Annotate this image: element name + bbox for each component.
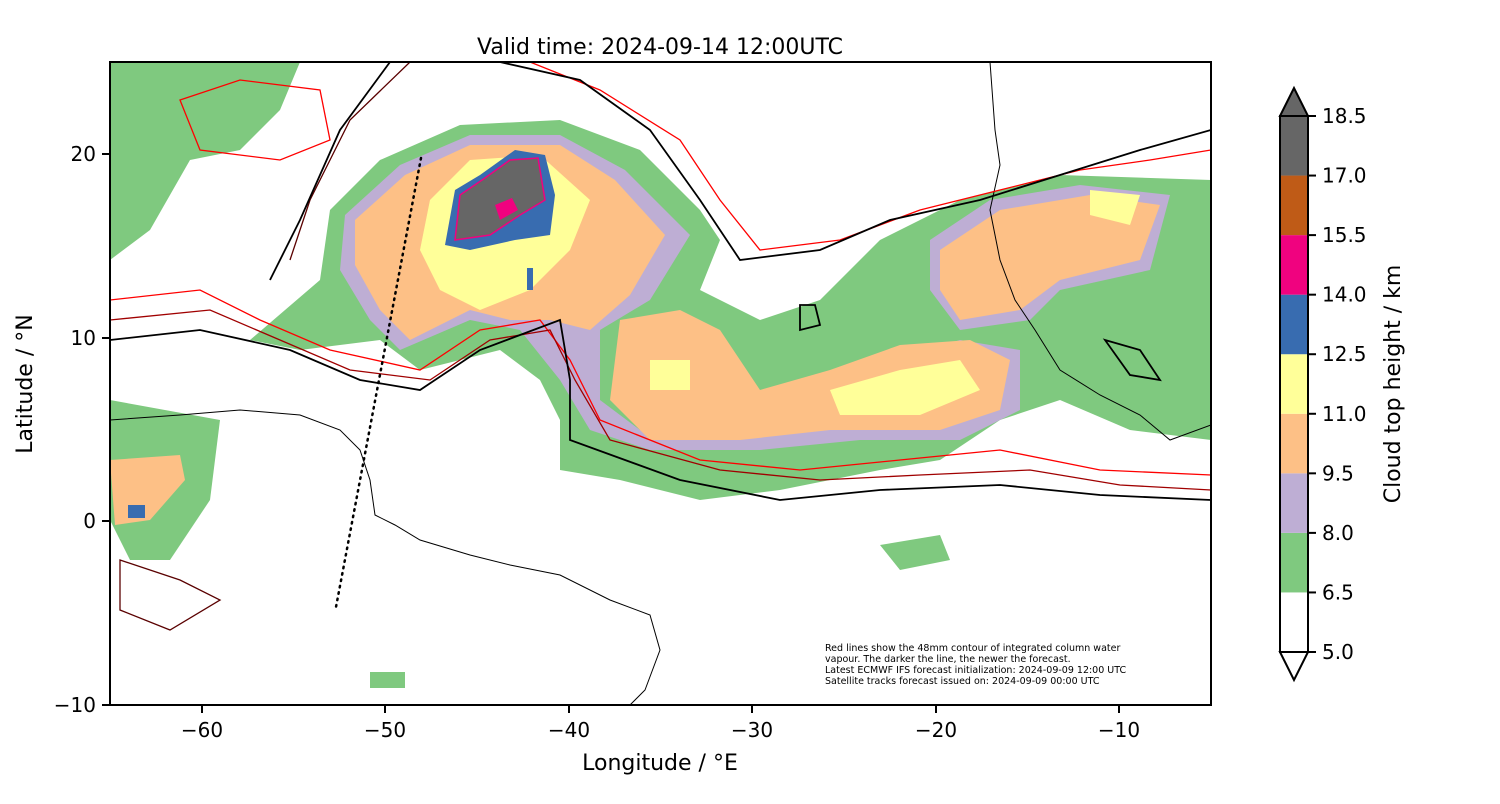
y-axis-label: Latitude / °N bbox=[13, 314, 38, 453]
y-tick-label: 0 bbox=[83, 509, 96, 533]
colorbar-tick-label: 9.5 bbox=[1322, 461, 1354, 485]
satellite-track bbox=[334, 156, 423, 609]
coastline-africa bbox=[989, 62, 1211, 441]
colorbar-label: Cloud top height / km bbox=[1381, 265, 1406, 504]
map-area bbox=[110, 62, 1211, 705]
colorbar-tick-label: 18.5 bbox=[1322, 104, 1367, 128]
y-axis: −10 0 10 20 Latitude / °N bbox=[13, 142, 110, 717]
plot-frame bbox=[109, 61, 1212, 706]
colorbar-tick-label: 14.0 bbox=[1322, 283, 1367, 307]
x-axis-label: Longitude / °E bbox=[582, 751, 738, 776]
colorbar-segment bbox=[1280, 294, 1308, 355]
colorbar-tick-label: 15.5 bbox=[1322, 223, 1367, 247]
colorbar-tick-label: 17.0 bbox=[1322, 164, 1367, 188]
colorbar-segment bbox=[1280, 175, 1308, 236]
colorbar-segment bbox=[1280, 473, 1308, 533]
x-tick-label: −30 bbox=[731, 718, 773, 742]
colorbar-tick-label: 6.5 bbox=[1322, 580, 1354, 604]
x-tick-label: −50 bbox=[364, 718, 406, 742]
plot-title: Valid time: 2024-09-14 12:00UTC bbox=[477, 35, 843, 60]
annotation-text: Red lines show the 48mm contour of integ… bbox=[825, 643, 1126, 687]
cloud-layer-grey bbox=[454, 157, 546, 241]
coastline-south-america bbox=[110, 409, 661, 705]
x-tick-label: −10 bbox=[1098, 718, 1140, 742]
colorbar-segment bbox=[1280, 532, 1308, 593]
colorbar-extend-min bbox=[1278, 651, 1310, 683]
cloud-layer-magenta bbox=[495, 198, 518, 220]
colorbar-tick-label: 5.0 bbox=[1322, 640, 1354, 664]
colorbar-tick-label: 11.0 bbox=[1322, 402, 1367, 426]
x-axis: −60 −50 −40 −30 −20 −10 Longitude / °E bbox=[181, 705, 1140, 776]
annotation-line: vapour. The darker the line, the newer t… bbox=[825, 654, 1071, 665]
colorbar: 5.0 6.5 8.0 9.5 11.0 12.5 14.0 15.5 17.0 18.5 bbox=[1278, 85, 1367, 683]
colorbar-tick-label: 8.0 bbox=[1322, 521, 1354, 545]
x-tick-label: −60 bbox=[181, 718, 223, 742]
colorbar-frame bbox=[1279, 115, 1309, 653]
x-tick-label: −40 bbox=[548, 718, 590, 742]
x-tick-label: −20 bbox=[915, 718, 957, 742]
colorbar-extend-max bbox=[1278, 85, 1310, 117]
colorbar-segment bbox=[1280, 235, 1308, 295]
colorbar-segment bbox=[1280, 413, 1308, 474]
annotation-line: Red lines show the 48mm contour of integ… bbox=[825, 643, 1120, 654]
y-tick-label: 10 bbox=[71, 326, 96, 350]
colorbar-segment bbox=[1280, 592, 1308, 652]
y-tick-label: 20 bbox=[71, 142, 96, 166]
moisture-contours bbox=[110, 62, 1211, 631]
colorbar-segment bbox=[1280, 116, 1308, 176]
y-tick-label: −10 bbox=[54, 693, 96, 717]
annotation-line: Satellite tracks forecast issued on: 202… bbox=[825, 676, 1100, 687]
colorbar-tick-label: 12.5 bbox=[1322, 342, 1367, 366]
annotation-line: Latest ECMWF IFS forecast initialization… bbox=[825, 665, 1126, 676]
colorbar-segment bbox=[1280, 354, 1308, 414]
